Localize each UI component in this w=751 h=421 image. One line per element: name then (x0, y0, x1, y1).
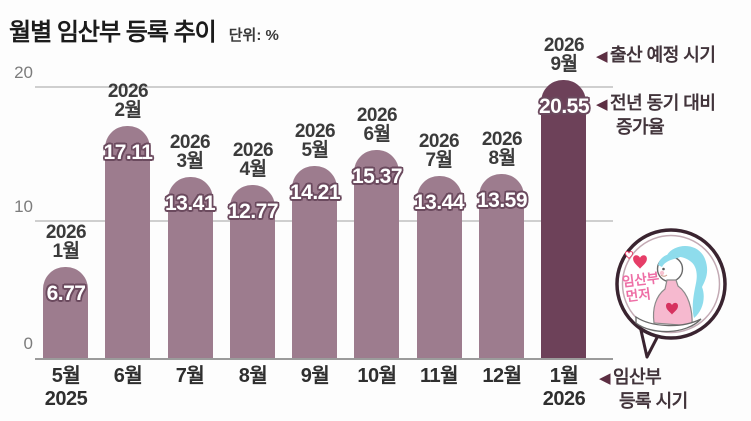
value-label: 20.55 (538, 95, 590, 118)
page-title: 월별 임산부 등록 추이 (9, 19, 217, 46)
annotation-registration-time: ◀ 임산부 등록 시기 (599, 367, 688, 411)
bar-top-label: 2026 9월 (543, 35, 585, 75)
bar-top-label: 2026 1월 (45, 222, 87, 262)
x-label: 12월 (482, 365, 522, 387)
bar-nov-2025[interactable] (417, 176, 462, 359)
bar-top-label: 2026 3월 (169, 132, 211, 172)
x-label: 8월 (238, 365, 268, 387)
bar-top-label: 2026 6월 (356, 105, 398, 145)
value-label: 6.77 (46, 282, 86, 305)
x-axis-line (35, 358, 613, 360)
annotation-expected-birth: ◀ 출산 예정 시기 (596, 45, 716, 65)
x-label: 5월 2025 (44, 365, 88, 410)
value-label: 13.59 (476, 189, 528, 212)
left-arrow-icon: ◀ (599, 370, 611, 387)
value-label: 17.11 (103, 141, 153, 164)
left-arrow-icon: ◀ (596, 48, 608, 65)
value-label: 13.41 (164, 192, 216, 215)
pregnant-first-mascot-badge: 임산부 먼저 (615, 228, 727, 359)
gridline-20 (35, 86, 613, 88)
bar-top-label: 2026 5월 (294, 121, 336, 161)
bar-may-2025[interactable] (43, 267, 88, 359)
y-tick-0: 0 (23, 334, 33, 353)
left-arrow-icon: ◀ (596, 96, 608, 113)
woman-illustration (635, 246, 708, 333)
bar-jun-2025[interactable] (105, 126, 150, 359)
heart-icon (633, 255, 647, 269)
y-tick-10: 10 (14, 197, 33, 216)
x-label: 7월 (175, 365, 205, 387)
bar-jan-2026-highlight[interactable] (541, 80, 586, 359)
value-label: 14.21 (289, 181, 341, 204)
bar-top-label: 2026 7월 (418, 131, 460, 171)
badge-inner-circle (621, 234, 721, 334)
y-tick-20: 20 (14, 63, 33, 82)
value-label: 13.44 (413, 191, 465, 214)
bar-top-label: 2026 8월 (481, 129, 523, 169)
bar-top-label: 2026 4월 (232, 140, 274, 180)
x-label: 1월 2026 (542, 365, 586, 410)
unit-label: 단위: % (228, 27, 279, 44)
value-label: 15.37 (351, 165, 403, 188)
svg-text:임산부: 임산부 (621, 269, 661, 289)
value-label: 12.77 (227, 200, 279, 223)
bar-dec-2025[interactable] (479, 174, 524, 359)
annotation-yoy-growth: ◀ 전년 동기 대비 증가율 (596, 93, 716, 137)
heart-outline-icon (624, 251, 634, 260)
mascot-text: 임산부 먼저 (621, 269, 661, 304)
svg-text:먼저: 먼저 (625, 285, 652, 304)
bar-top-label: 2026 2월 (107, 81, 149, 121)
x-label: 10월 (357, 365, 397, 387)
bar-sep-2025[interactable] (292, 166, 337, 359)
header: 월별 임산부 등록 추이 단위: % (9, 12, 279, 47)
x-label: 11월 (419, 365, 459, 387)
bar-jul-2025[interactable] (168, 177, 213, 359)
x-label: 9월 (300, 365, 330, 387)
bar-aug-2025[interactable] (230, 185, 275, 359)
bar-oct-2025[interactable] (354, 150, 399, 359)
x-label: 6월 (113, 365, 143, 387)
